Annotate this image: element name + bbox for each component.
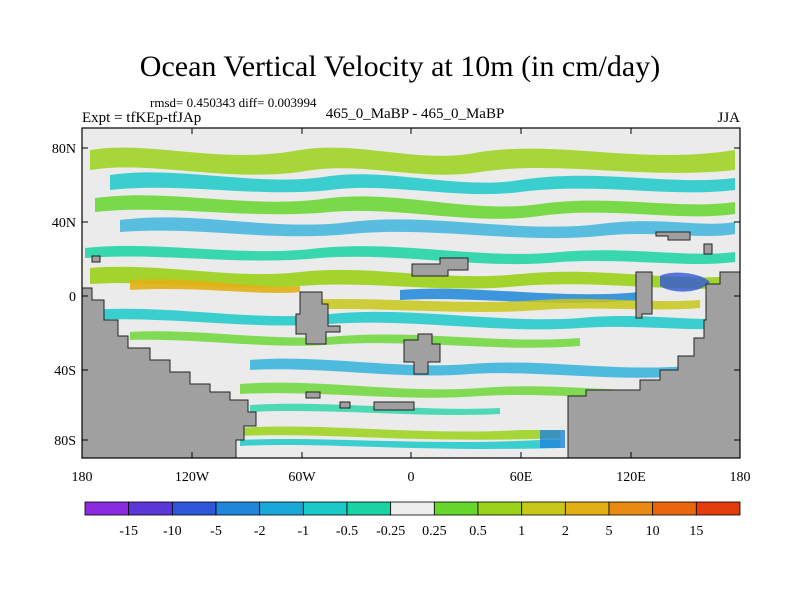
colorbar-box bbox=[477, 501, 523, 516]
colorbar-box bbox=[433, 501, 479, 516]
colorbar-label: 10 bbox=[646, 524, 660, 539]
season-label: JJA bbox=[717, 110, 740, 126]
case-label: 465_0_MaBP - 465_0_MaBP bbox=[325, 106, 505, 122]
longitude-axis: 180 120W 60W 0 60E 120E 180 bbox=[72, 128, 751, 485]
colorbar-label: 0.25 bbox=[422, 524, 447, 539]
colorbar-label: -0.25 bbox=[376, 524, 405, 539]
colorbar-label: 5 bbox=[606, 524, 613, 539]
colorbar-box bbox=[302, 501, 348, 516]
lon-tick-label: 60E bbox=[510, 470, 533, 485]
colorbar-label: -10 bbox=[163, 524, 182, 539]
colorbar-box bbox=[608, 501, 654, 516]
colorbar-label: -0.5 bbox=[336, 524, 358, 539]
colorbar-box bbox=[390, 501, 435, 516]
lat-tick-label: 40N bbox=[52, 216, 76, 231]
colorbar-label: 0.5 bbox=[469, 524, 487, 539]
experiment-label: Expt = tfKEp-tfJAp bbox=[82, 110, 202, 126]
land-masses bbox=[81, 231, 741, 459]
colorbar-box bbox=[259, 501, 304, 516]
colorbar-label: -2 bbox=[254, 524, 266, 539]
lat-tick-label: 80N bbox=[52, 142, 76, 157]
latitude-axis: 80N 40N 0 40S 80S bbox=[52, 142, 740, 449]
colorbar-label: -5 bbox=[210, 524, 222, 539]
colorbar-box bbox=[215, 501, 261, 516]
stats-label: rmsd= 0.450343 diff= 0.003994 bbox=[150, 95, 317, 110]
page-title: Ocean Vertical Velocity at 10m (in cm/da… bbox=[139, 50, 661, 83]
colorbar-box bbox=[128, 501, 173, 516]
lon-tick-label: 0 bbox=[408, 470, 415, 485]
colorbar-box bbox=[171, 501, 217, 516]
colorbar-label: 2 bbox=[562, 524, 569, 539]
colorbar-box bbox=[521, 501, 566, 516]
colorbar-box bbox=[84, 501, 130, 516]
map-area bbox=[81, 127, 741, 459]
colorbar-label: 1 bbox=[518, 524, 525, 539]
lon-tick-label: 120W bbox=[175, 470, 210, 485]
lat-tick-label: 80S bbox=[54, 434, 76, 449]
lon-tick-label: 180 bbox=[72, 470, 93, 485]
colorbar-label: -15 bbox=[119, 524, 138, 539]
lon-tick-label: 120E bbox=[616, 470, 646, 485]
colorbar-boxes bbox=[84, 501, 741, 516]
lon-tick-label: 60W bbox=[288, 470, 316, 485]
lat-tick-label: 40S bbox=[54, 364, 76, 379]
colorbar-box bbox=[346, 501, 392, 516]
colorbar-box bbox=[564, 501, 610, 516]
colorbar-labels: -15 -10 -5 -2 -1 -0.5 -0.25 0.25 0.5 1 2 5 10 15 bbox=[119, 524, 703, 539]
colorbar-box bbox=[652, 501, 697, 516]
colorbar-box bbox=[695, 501, 741, 516]
colorbar-label: 15 bbox=[689, 524, 703, 539]
lon-tick-label: 180 bbox=[730, 470, 751, 485]
velocity-bands bbox=[85, 147, 735, 449]
colorbar-label: -1 bbox=[297, 524, 309, 539]
lat-tick-label: 0 bbox=[69, 290, 76, 305]
